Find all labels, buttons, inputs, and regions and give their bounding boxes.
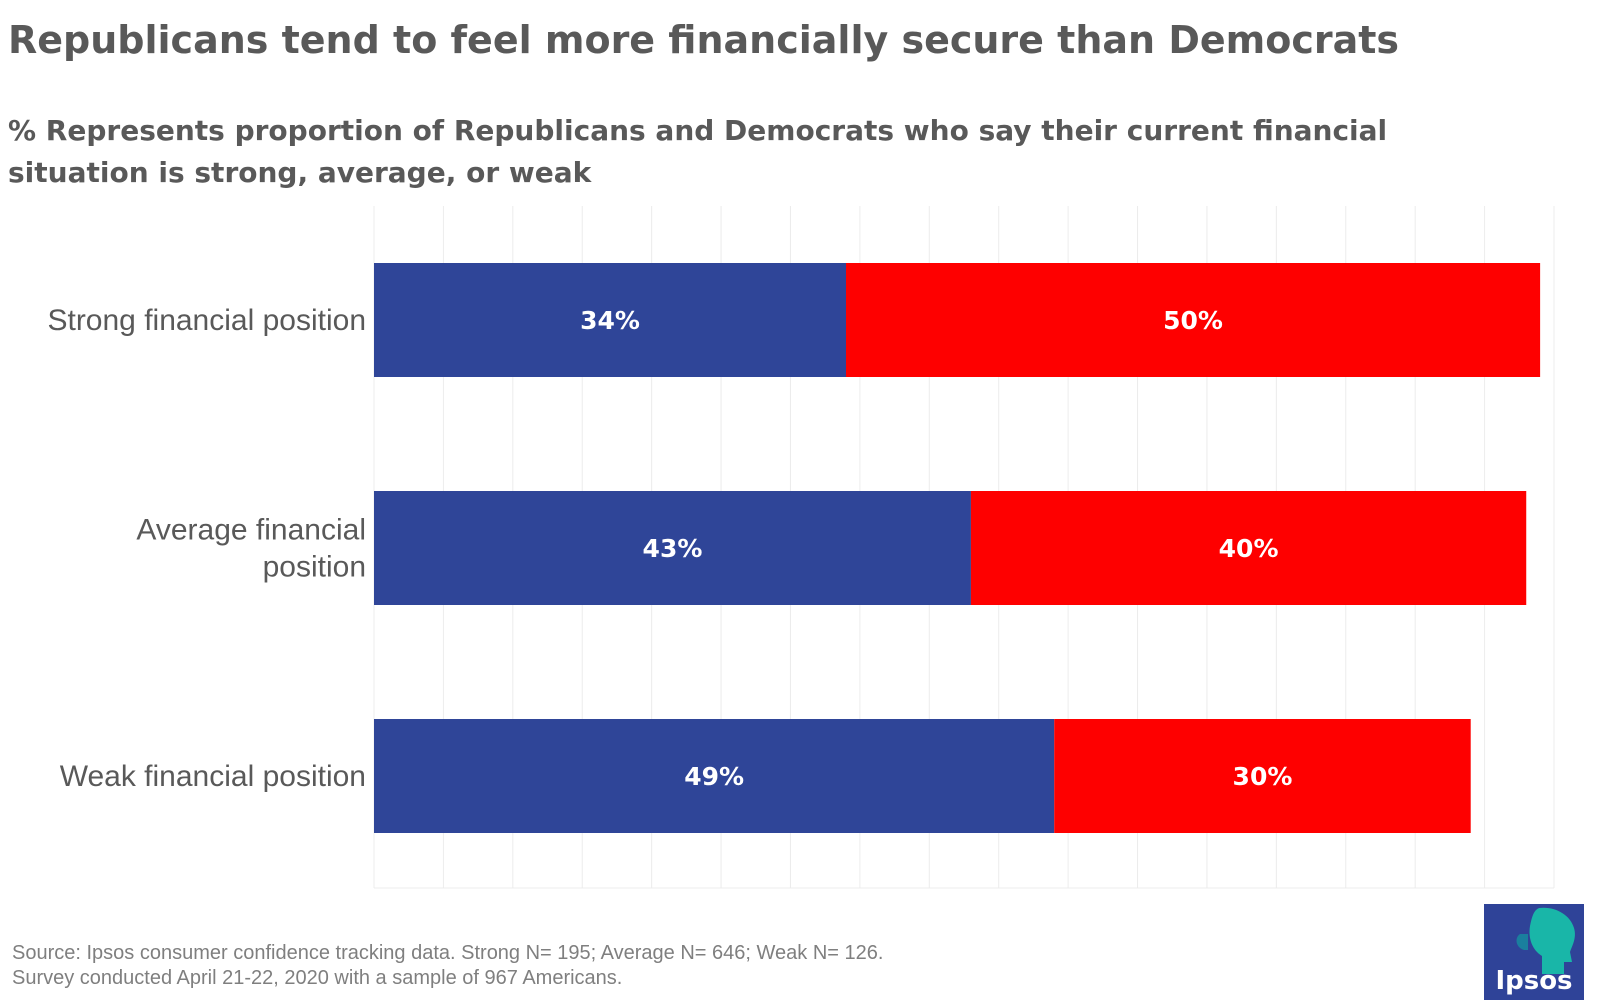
stacked-bar-chart: 34% 50% 43% 40% 49% 30% Strong financial posi… [47, 206, 1555, 889]
logo-text: Ipsos [1495, 966, 1573, 996]
category-labels: Strong financial position Average financi… [47, 304, 366, 793]
bar-democrats [374, 491, 971, 605]
ipsos-head-icon [1516, 907, 1575, 974]
bar-democrats [374, 263, 846, 377]
data-label: 49% [684, 762, 744, 791]
category-label: Weak financial position [60, 760, 366, 793]
bars [374, 263, 1541, 833]
chart-subtitle: % Represents proportion of Republicans a… [8, 114, 1388, 189]
bar-labels: 34% 50% 43% 40% 49% 30% [580, 306, 1292, 791]
bar-republicans [1054, 719, 1471, 833]
data-label: 50% [1163, 306, 1223, 335]
bar-republicans [846, 263, 1541, 377]
ipsos-logo: Ipsos [1484, 904, 1584, 1000]
bar-republicans [970, 491, 1527, 605]
source-note: Source: Ipsos consumer confidence tracki… [12, 941, 883, 991]
chart-title: Republicans tend to feel more financiall… [8, 18, 1400, 62]
data-label: 34% [580, 306, 640, 335]
source-line: Source: Ipsos consumer confidence tracki… [12, 942, 884, 964]
data-label: 43% [643, 534, 703, 563]
bar-democrats [374, 719, 1055, 833]
category-label: Average financial [136, 514, 366, 547]
category-label: position [263, 551, 366, 584]
data-label: 30% [1233, 762, 1293, 791]
data-label: 40% [1219, 534, 1279, 563]
category-label: Strong financial position [47, 304, 366, 337]
survey-line: Survey conducted April 21-22, 2020 with … [12, 967, 623, 989]
